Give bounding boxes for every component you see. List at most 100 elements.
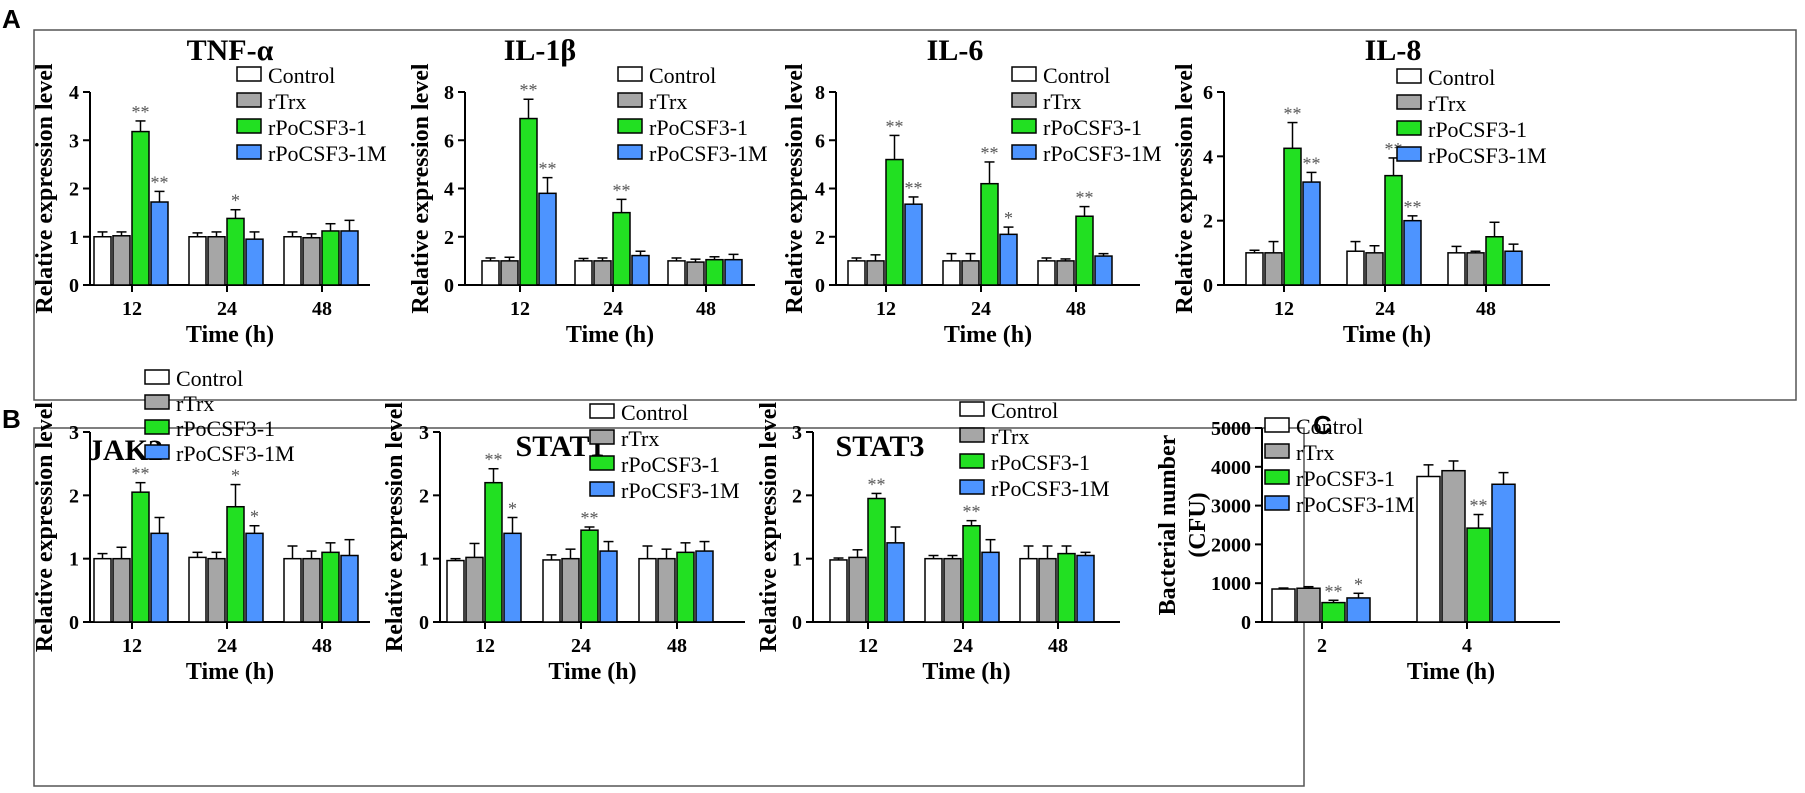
y-tick-label: 4 bbox=[69, 82, 79, 104]
x-tick-label: 48 bbox=[1066, 298, 1086, 320]
y-axis-label: Relative expression level bbox=[1172, 63, 1198, 314]
significance-mark: * bbox=[231, 466, 240, 486]
y-tick-label: 3000 bbox=[1211, 496, 1251, 518]
legend-swatch bbox=[959, 427, 985, 443]
x-axis-label: Time (h) bbox=[1407, 659, 1495, 685]
bar-rtrx-12 bbox=[112, 557, 131, 623]
bar-control-12 bbox=[481, 260, 500, 286]
x-tick-label: 48 bbox=[696, 298, 716, 320]
significance-mark: ** bbox=[963, 502, 981, 522]
bar-rpocsf3-1m-48 bbox=[1094, 255, 1113, 286]
bar-rpocsf3-1m-48 bbox=[1504, 250, 1523, 286]
bar-control-12 bbox=[829, 559, 848, 623]
legend-label: rTrx bbox=[1043, 89, 1081, 114]
y-tick-label: 1000 bbox=[1211, 573, 1251, 595]
bar-rpocsf3-1-24 bbox=[1384, 174, 1403, 286]
bar-rpocsf3-1-48 bbox=[321, 230, 340, 286]
bar-rpocsf3-1m-48 bbox=[340, 230, 359, 286]
x-tick-label: 24 bbox=[953, 635, 973, 657]
bar-control-48 bbox=[667, 260, 686, 286]
bar-rtrx-48 bbox=[657, 557, 676, 623]
bar-rpocsf3-1m-12 bbox=[886, 542, 905, 623]
y-tick-label: 2 bbox=[69, 485, 79, 507]
x-tick-label: 24 bbox=[603, 298, 623, 320]
bar-rpocsf3-1-2 bbox=[1321, 601, 1346, 623]
legend-swatch bbox=[144, 369, 170, 385]
bar-control-24 bbox=[542, 559, 561, 623]
bar-rpocsf3-1m-12 bbox=[1302, 181, 1321, 286]
legend-label: rPoCSF3-1 bbox=[1043, 115, 1142, 140]
y-axis-label: Relative expression level bbox=[382, 402, 408, 653]
x-tick-label: 2 bbox=[1317, 635, 1327, 657]
bar-control-48 bbox=[1037, 260, 1056, 286]
legend-swatch bbox=[236, 92, 262, 108]
y-tick-label: 6 bbox=[815, 130, 825, 152]
x-axis-label: Time (h) bbox=[186, 322, 274, 348]
bar-rpocsf3-1-48 bbox=[676, 551, 695, 623]
y-tick-label: 2 bbox=[1203, 211, 1213, 233]
bar-rtrx-12 bbox=[1264, 252, 1283, 286]
legend-label: rPoCSF3-1 bbox=[991, 450, 1090, 475]
y-tick-label: 1 bbox=[419, 549, 429, 571]
bar-control-12 bbox=[93, 236, 112, 286]
legend-label: rPoCSF3-1M bbox=[176, 441, 295, 466]
bar-rtrx-48 bbox=[302, 557, 321, 623]
y-tick-label: 0 bbox=[815, 275, 825, 297]
x-tick-label: 12 bbox=[876, 298, 896, 320]
bar-rpocsf3-1m-12 bbox=[538, 192, 557, 286]
x-tick-label: 12 bbox=[858, 635, 878, 657]
bar-control-12 bbox=[847, 260, 866, 286]
chart-title: STAT3 bbox=[836, 430, 925, 463]
y-tick-label: 0 bbox=[1203, 275, 1213, 297]
legend-swatch bbox=[144, 444, 170, 460]
bar-rtrx-12 bbox=[500, 260, 519, 286]
legend-label: Control bbox=[1428, 65, 1495, 90]
bar-rpocsf3-1m-24 bbox=[981, 551, 1000, 623]
legend-swatch bbox=[1011, 92, 1037, 108]
legend-label: rPoCSF3-1 bbox=[649, 115, 748, 140]
x-tick-label: 12 bbox=[510, 298, 530, 320]
bar-rtrx-48 bbox=[302, 236, 321, 286]
legend-swatch bbox=[1396, 146, 1422, 162]
significance-mark: ** bbox=[151, 172, 169, 192]
legend-swatch bbox=[1264, 443, 1290, 459]
legend-swatch bbox=[959, 401, 985, 417]
legend-label: rPoCSF3-1M bbox=[1296, 492, 1415, 517]
bar-rpocsf3-1-48 bbox=[1075, 215, 1094, 286]
legend-swatch bbox=[959, 453, 985, 469]
chart-title: IL-8 bbox=[1365, 34, 1422, 67]
legend-label: rPoCSF3-1M bbox=[1043, 141, 1162, 166]
y-tick-label: 5000 bbox=[1211, 418, 1251, 440]
legend-swatch bbox=[144, 419, 170, 435]
legend-swatch bbox=[1011, 118, 1037, 134]
x-tick-label: 48 bbox=[312, 298, 332, 320]
bar-control-24 bbox=[1346, 250, 1365, 286]
y-tick-label: 2000 bbox=[1211, 534, 1251, 556]
legend-swatch bbox=[589, 481, 615, 497]
bar-rtrx-24 bbox=[593, 260, 612, 286]
bar-rpocsf3-1m-2 bbox=[1346, 597, 1371, 623]
y-tick-label: 0 bbox=[444, 275, 454, 297]
bar-rpocsf3-1-24 bbox=[226, 217, 245, 286]
y-axis-label: Relative expression level bbox=[408, 63, 434, 314]
legend-label: rTrx bbox=[1296, 440, 1334, 465]
legend-swatch bbox=[617, 92, 643, 108]
legend-swatch bbox=[236, 118, 262, 134]
y-tick-label: 0 bbox=[69, 275, 79, 297]
bar-rpocsf3-1m-24 bbox=[245, 532, 264, 623]
bar-rpocsf3-1m-24 bbox=[631, 254, 650, 286]
significance-mark: ** bbox=[1303, 153, 1321, 173]
x-tick-label: 24 bbox=[217, 298, 237, 320]
y-axis-label: Relative expression level bbox=[32, 402, 58, 653]
y-tick-label: 3 bbox=[69, 422, 79, 444]
bar-rpocsf3-1m-4 bbox=[1491, 483, 1516, 623]
legend-swatch bbox=[1396, 120, 1422, 136]
x-tick-label: 12 bbox=[1274, 298, 1294, 320]
bar-control-48 bbox=[638, 557, 657, 623]
bar-rpocsf3-1m-12 bbox=[904, 203, 923, 286]
y-axis-label: Relative expression level bbox=[32, 63, 58, 314]
bar-rtrx-4 bbox=[1441, 469, 1466, 623]
